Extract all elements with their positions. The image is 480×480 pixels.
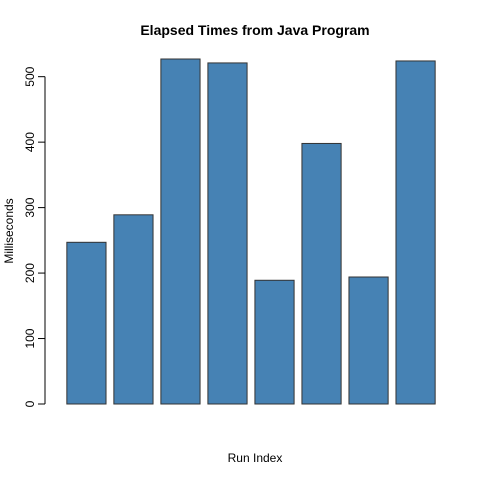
y-axis-label: Milliseconds [2,198,16,263]
bar-4 [207,62,248,405]
bar-1 [66,241,107,405]
bar-8 [395,60,436,405]
y-tick-label-400: 400 [23,132,37,152]
bar-2 [113,214,154,405]
bar-6 [301,142,342,405]
y-axis: 0 100 200 300 400 500 [23,66,46,407]
y-tick-label-200: 200 [23,263,37,283]
chart-title: Elapsed Times from Java Program [140,22,369,38]
y-tick-label-100: 100 [23,328,37,348]
y-tick-label-0: 0 [23,400,37,407]
y-tick-label-500: 500 [23,66,37,86]
bar-7 [348,276,389,405]
x-axis-label: Run Index [228,451,283,465]
y-tick-label-300: 300 [23,197,37,217]
bar-3 [160,58,201,405]
bar-series [66,58,436,405]
bar-5 [254,279,295,405]
